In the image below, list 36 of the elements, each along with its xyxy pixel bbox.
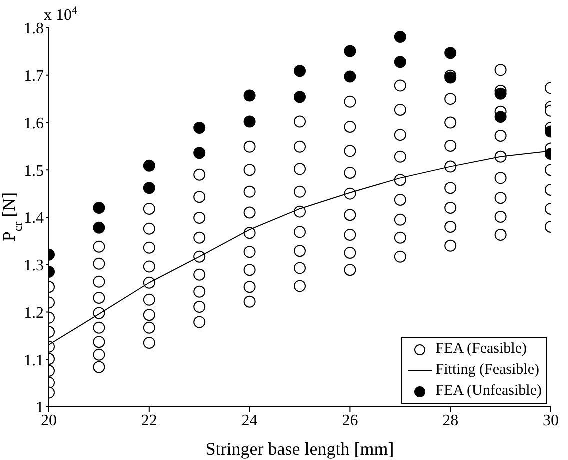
- point: [394, 31, 406, 43]
- point: [93, 222, 106, 234]
- y-tick-label: 1.1: [24, 352, 44, 370]
- point: [294, 65, 306, 78]
- x-axis-title: Stringer base length [mm]: [206, 439, 394, 459]
- point: [344, 70, 356, 83]
- point: [244, 90, 256, 102]
- y-tick-label: 1.3: [24, 258, 44, 275]
- x-tick-label: 24: [242, 412, 258, 430]
- y-tick-label: 1.2: [24, 304, 44, 322]
- point: [394, 56, 406, 68]
- point: [244, 116, 256, 128]
- text: x 10$^{4}$: [44, 5, 78, 24]
- legend-label: FEA (Feasible): [436, 341, 528, 358]
- y-tick-label: 1.5: [24, 162, 44, 180]
- point: [344, 45, 356, 58]
- point: [294, 91, 306, 104]
- point: [494, 88, 507, 100]
- point: [194, 147, 206, 160]
- x-tick-label: 26: [342, 412, 358, 430]
- y-tick-label: 1.4: [24, 210, 44, 228]
- x-tick-label: 22: [141, 412, 158, 430]
- x-tick-label: 30: [543, 412, 559, 430]
- point: [143, 160, 156, 172]
- y-tick-label: 1.8: [24, 20, 44, 38]
- point: [194, 122, 206, 134]
- point: [444, 47, 457, 60]
- y-tick-label: 1.7: [24, 68, 44, 86]
- x-tick-label: 28: [442, 412, 459, 430]
- point: [143, 182, 156, 194]
- legend-label: Fitting (Feasible): [436, 362, 540, 379]
- point: [93, 202, 106, 214]
- x-tick-label: 20: [41, 412, 57, 430]
- point: [494, 111, 507, 124]
- y-tick-label: 1.6: [24, 115, 44, 132]
- legend-label: FEA (Unfeasible): [436, 383, 542, 400]
